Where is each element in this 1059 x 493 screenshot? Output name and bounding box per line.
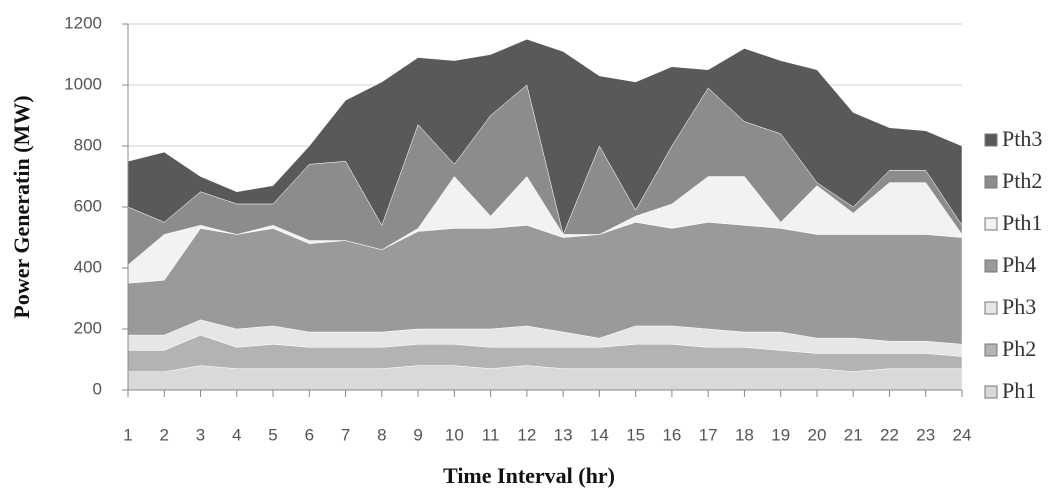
legend-text: Ph3 (1002, 294, 1036, 319)
legend-text: Pth2 (1002, 168, 1042, 193)
x-tick-label: 5 (268, 425, 277, 444)
y-tick-label: 400 (74, 257, 102, 276)
x-tick-label: 17 (699, 425, 718, 444)
x-tick-label: 24 (953, 425, 972, 444)
x-tick-label: 23 (916, 425, 935, 444)
legend-swatch (984, 133, 998, 147)
legend-text: Pth1 (1002, 210, 1042, 235)
x-tick-label: 13 (554, 425, 573, 444)
y-tick-label: 1200 (64, 13, 102, 32)
x-tick-label: 22 (880, 425, 899, 444)
x-tick-label: 19 (771, 425, 790, 444)
area (127, 38, 963, 236)
x-tick-label: 6 (305, 425, 314, 444)
legend-swatch (984, 259, 998, 273)
legend-text: Ph1 (1002, 378, 1036, 403)
x-tick-label: 12 (517, 425, 536, 444)
x-tick-label: 18 (735, 425, 754, 444)
y-tick-label: 600 (74, 196, 102, 215)
x-tick-label: 10 (445, 425, 464, 444)
x-axis-title: Time Interval (hr) (443, 463, 615, 488)
legend-swatch (984, 385, 998, 399)
y-tick-label: 800 (74, 135, 102, 154)
legend-text: Ph4 (1002, 252, 1036, 277)
x-tick-label: 15 (626, 425, 645, 444)
y-tick-label: 200 (74, 318, 102, 337)
x-tick-label: 14 (590, 425, 609, 444)
x-tick-label: 1 (123, 425, 132, 444)
x-tick-label: 3 (196, 425, 205, 444)
x-tick-label: 4 (232, 425, 241, 444)
x-tick-label: 2 (160, 425, 169, 444)
x-tick-label: 7 (341, 425, 350, 444)
y-axis-title: Power Generatin (MW) (9, 95, 34, 318)
x-tick-label: 8 (377, 425, 386, 444)
legend-text: Ph2 (1002, 336, 1036, 361)
x-tick-label: 21 (844, 425, 863, 444)
legend-swatch (984, 343, 998, 357)
x-tick-label: 11 (482, 425, 500, 444)
x-tick-label: 16 (662, 425, 681, 444)
x-tick-label: 20 (807, 425, 826, 444)
area (127, 221, 963, 345)
y-tick-label: 1000 (64, 74, 102, 93)
legend-text: Pth3 (1002, 126, 1042, 151)
legend-swatch (984, 175, 998, 189)
y-tick-label: 0 (93, 379, 102, 398)
x-tick-label: 9 (413, 425, 422, 444)
legend-swatch (984, 217, 998, 231)
legend-swatch (984, 301, 998, 315)
